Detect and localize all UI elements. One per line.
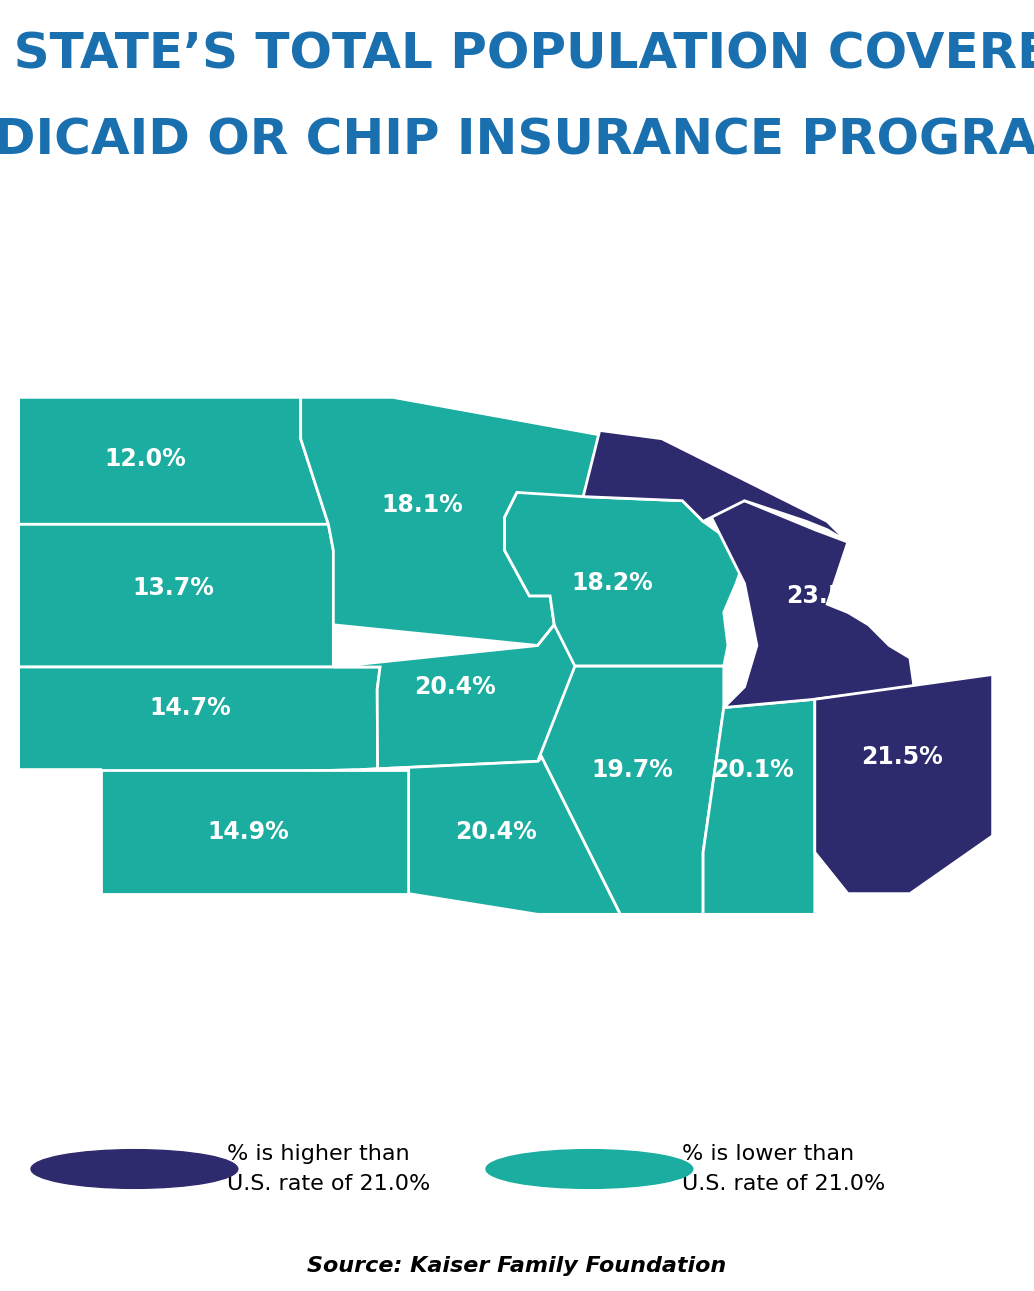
Polygon shape — [19, 667, 381, 777]
Polygon shape — [19, 524, 333, 667]
Text: 12.0%: 12.0% — [103, 448, 186, 471]
Text: 23.5%: 23.5% — [786, 584, 869, 608]
Text: MEDICAID OR CHIP INSURANCE PROGRAMS: MEDICAID OR CHIP INSURANCE PROGRAMS — [0, 117, 1034, 165]
Polygon shape — [583, 430, 848, 542]
Text: 21.5%: 21.5% — [860, 745, 943, 769]
Polygon shape — [362, 758, 620, 914]
Polygon shape — [301, 398, 620, 646]
Text: 13.7%: 13.7% — [132, 576, 215, 599]
Text: % is lower than
U.S. rate of 21.0%: % is lower than U.S. rate of 21.0% — [682, 1144, 886, 1194]
Polygon shape — [333, 625, 724, 769]
Text: % is higher than
U.S. rate of 21.0%: % is higher than U.S. rate of 21.0% — [227, 1144, 431, 1194]
Text: Source: Kaiser Family Foundation: Source: Kaiser Family Foundation — [307, 1256, 727, 1276]
Polygon shape — [703, 501, 914, 707]
Circle shape — [486, 1149, 693, 1188]
Text: 18.1%: 18.1% — [381, 493, 463, 516]
Text: 14.9%: 14.9% — [207, 820, 290, 843]
Text: 19.7%: 19.7% — [591, 758, 674, 781]
Circle shape — [31, 1149, 238, 1188]
Text: 20.4%: 20.4% — [414, 675, 496, 698]
Polygon shape — [505, 492, 744, 666]
Polygon shape — [538, 666, 724, 914]
Polygon shape — [703, 700, 815, 914]
Text: 20.1%: 20.1% — [711, 758, 794, 781]
Text: 18.2%: 18.2% — [571, 572, 653, 595]
Text: 20.4%: 20.4% — [455, 820, 538, 843]
Polygon shape — [101, 769, 408, 893]
Text: % OF STATE’S TOTAL POPULATION COVERED BY: % OF STATE’S TOTAL POPULATION COVERED BY — [0, 30, 1034, 79]
Polygon shape — [19, 398, 329, 524]
Polygon shape — [815, 674, 993, 893]
Text: 14.7%: 14.7% — [149, 696, 232, 719]
